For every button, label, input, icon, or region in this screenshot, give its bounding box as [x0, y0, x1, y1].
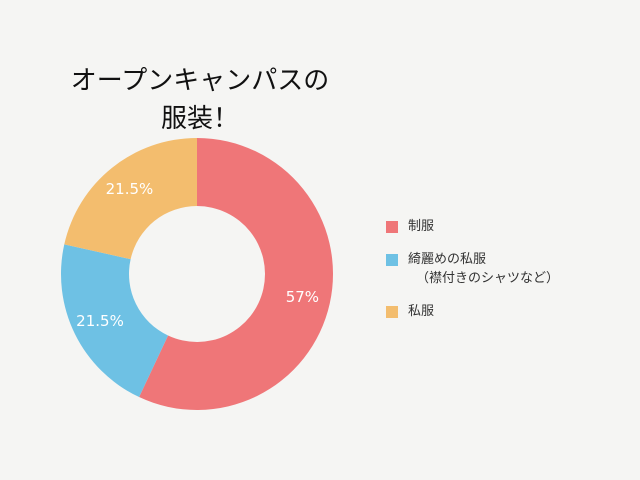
chart-title-line-2: 服装！	[160, 104, 239, 134]
chart-title-line-1: オープンキャンパスの	[70, 66, 330, 96]
slice-smart-casual-value-label: 21.5%	[76, 312, 124, 330]
slice-smart-casual	[61, 244, 169, 398]
legend-item-casual: 私服	[386, 302, 626, 321]
chart-legend: 制服 綺麗めの私服 （襟付きのシャツなど） 私服	[386, 217, 626, 321]
legend-label-uniform: 制服	[408, 219, 435, 234]
chart-title: オープンキャンパスの 服装！	[40, 62, 360, 138]
slice-casual	[64, 138, 197, 260]
legend-label-casual: 私服	[408, 304, 435, 319]
slice-casual-value-label: 21.5%	[106, 180, 154, 198]
legend-item-smart-casual: 綺麗めの私服 （襟付きのシャツなど）	[386, 250, 626, 288]
legend-swatch-casual	[386, 306, 398, 318]
legend-swatch-uniform	[386, 221, 398, 233]
slice-uniform-value-label: 57%	[286, 288, 319, 306]
legend-note-smart-casual: （襟付きのシャツなど）	[416, 271, 560, 286]
legend-label-smart-casual: 綺麗めの私服	[408, 252, 487, 267]
legend-swatch-smart-casual	[386, 254, 398, 266]
legend-item-uniform: 制服	[386, 217, 626, 236]
slice-uniform	[139, 138, 333, 411]
